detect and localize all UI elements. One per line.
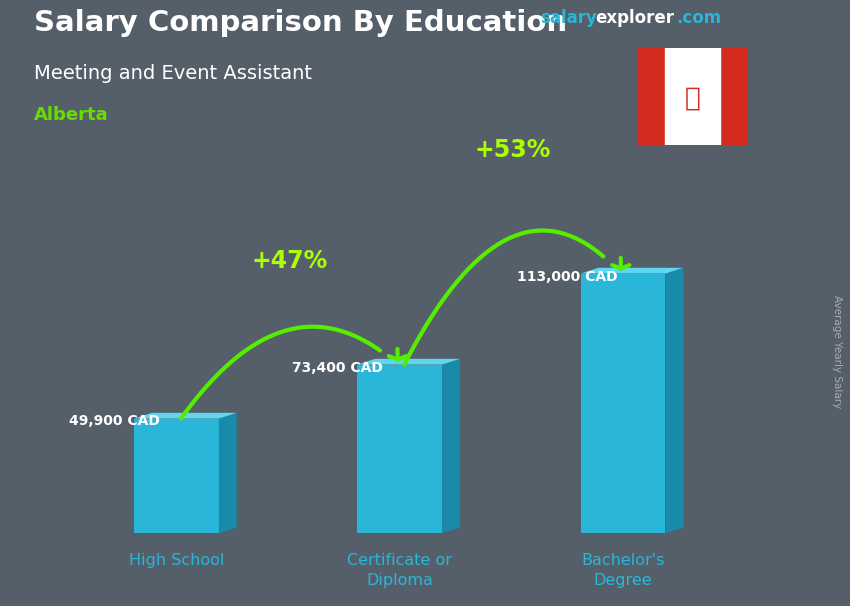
Text: .com: .com bbox=[676, 9, 721, 27]
Text: Meeting and Event Assistant: Meeting and Event Assistant bbox=[34, 64, 312, 82]
Bar bbox=[638, 48, 665, 145]
Text: +53%: +53% bbox=[474, 138, 551, 162]
Polygon shape bbox=[442, 359, 460, 533]
Text: 73,400 CAD: 73,400 CAD bbox=[292, 361, 382, 375]
Text: Salary Comparison By Education: Salary Comparison By Education bbox=[34, 9, 567, 37]
Text: 113,000 CAD: 113,000 CAD bbox=[517, 270, 618, 284]
Bar bbox=[720, 48, 748, 145]
Text: 🍁: 🍁 bbox=[685, 86, 700, 112]
Polygon shape bbox=[134, 419, 219, 533]
Text: Alberta: Alberta bbox=[34, 106, 109, 124]
Polygon shape bbox=[581, 268, 683, 273]
Text: explorer: explorer bbox=[595, 9, 674, 27]
Text: Average Yearly Salary: Average Yearly Salary bbox=[832, 295, 842, 408]
Text: 49,900 CAD: 49,900 CAD bbox=[69, 414, 160, 428]
Bar bbox=[665, 48, 720, 145]
Polygon shape bbox=[581, 273, 666, 533]
Polygon shape bbox=[134, 413, 237, 419]
Polygon shape bbox=[357, 365, 442, 533]
Text: +47%: +47% bbox=[251, 249, 327, 273]
Polygon shape bbox=[357, 359, 460, 365]
Text: salary: salary bbox=[540, 9, 597, 27]
Polygon shape bbox=[219, 413, 237, 533]
Polygon shape bbox=[666, 268, 683, 533]
